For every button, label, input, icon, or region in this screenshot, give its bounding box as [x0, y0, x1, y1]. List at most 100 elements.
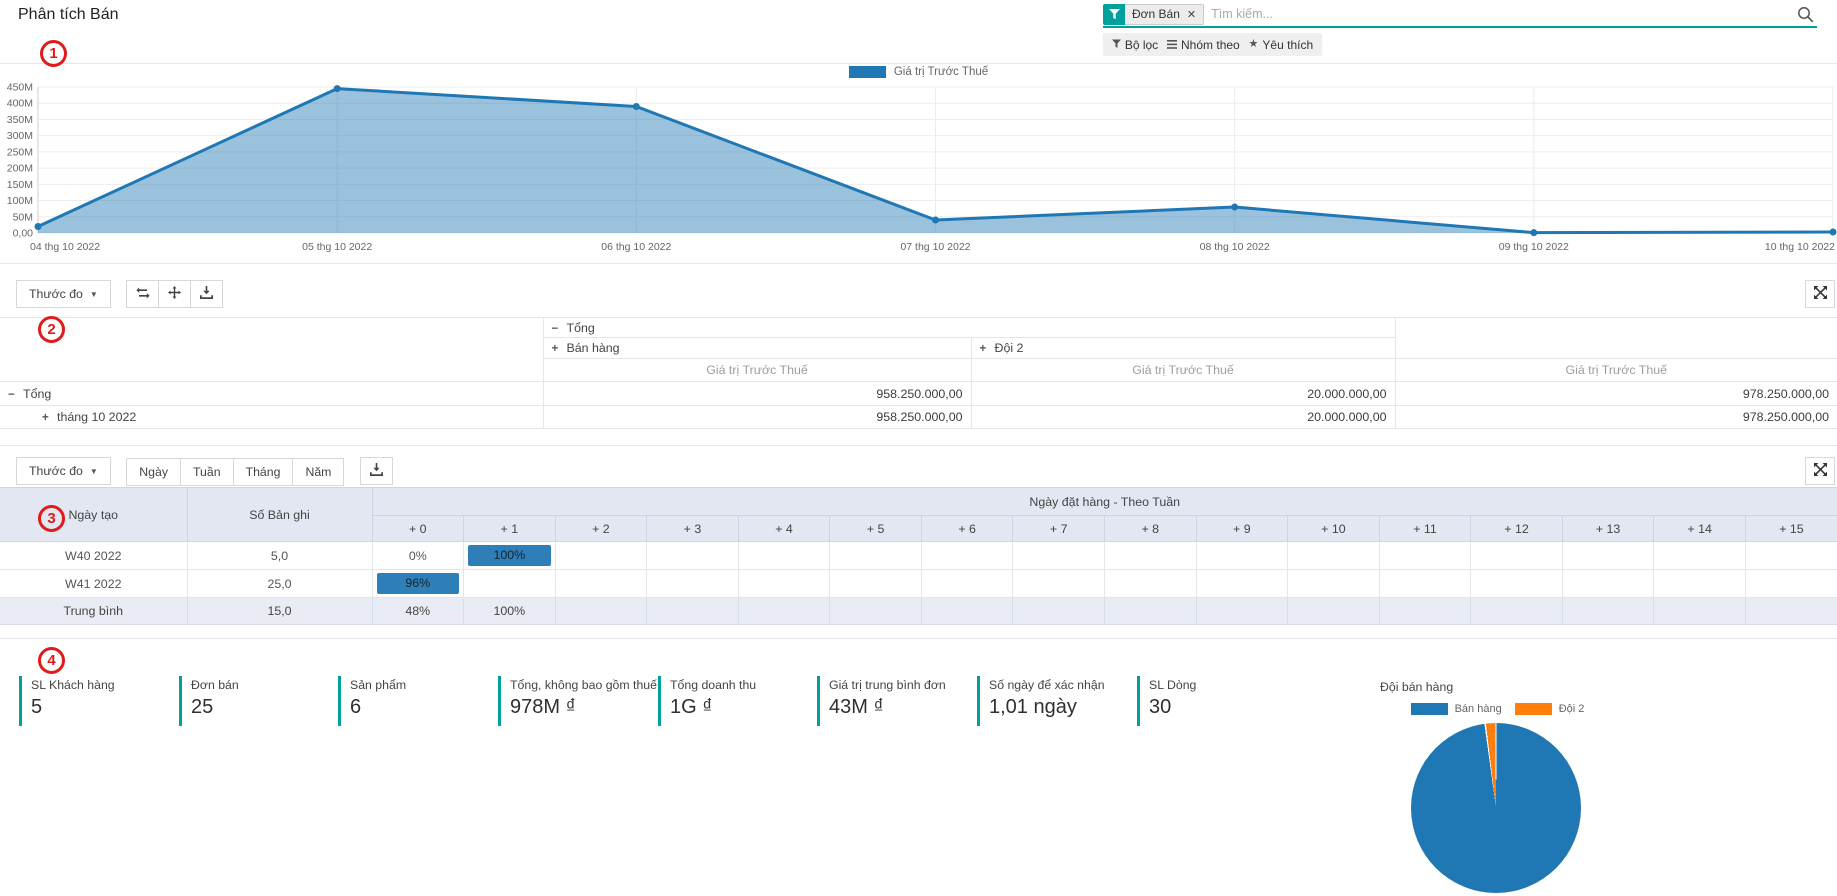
annotation-circle-3: 3	[38, 505, 65, 532]
pivot-flip-axes-button[interactable]	[126, 280, 160, 308]
kpi-tile[interactable]: Tổng, không bao gồm thuế 978M ₫	[498, 676, 657, 726]
cohort-offset-header: + 8	[1104, 515, 1197, 542]
pivot-download-button[interactable]	[190, 280, 224, 308]
cohort-row: W41 2022 25,0 96%	[0, 569, 1837, 598]
search-facet-label: Đơn Bán	[1132, 7, 1180, 21]
facet-remove-icon[interactable]: ✕	[1186, 8, 1197, 21]
cohort-record-count: 5,0	[186, 541, 373, 570]
search-icon[interactable]	[1797, 6, 1814, 23]
caret-down-icon: ▼	[89, 289, 98, 299]
kpi-value: 5	[31, 696, 43, 718]
pivot-value-cell: 958.250.000,00	[542, 405, 972, 429]
svg-text:300M: 300M	[7, 130, 33, 142]
cohort-table: Ngày tạo Số Bản ghi Ngày đặt hàng - Theo…	[0, 487, 1837, 625]
svg-text:0,00: 0,00	[13, 228, 34, 240]
pivot-measure-header[interactable]: Giá trị Trước Thuế	[1394, 358, 1837, 382]
cohort-range-week-button[interactable]: Tuần	[179, 458, 234, 486]
kpi-tile[interactable]: Số ngày để xác nhận 1,01 ngày	[977, 676, 1127, 726]
pivot-col-header-label: Bán hàng	[566, 341, 620, 355]
kpi-label: Giá trị trung bình đơn	[829, 678, 946, 692]
kpi-tile[interactable]: Đơn bán 25	[179, 676, 329, 726]
pivot-corner-cell	[0, 317, 544, 382]
search-facet[interactable]: Đơn Bán ✕	[1103, 3, 1205, 25]
kpi-value: 6	[350, 696, 362, 718]
cohort-cell	[1744, 597, 1837, 625]
pivot-fullscreen-button[interactable]	[1805, 280, 1835, 308]
cohort-range-year-button[interactable]: Năm	[292, 458, 345, 486]
search-input[interactable]	[1204, 7, 1797, 21]
cohort-range-group: Ngày Tuần Tháng Năm	[126, 458, 345, 486]
kpi-tile[interactable]: Giá trị trung bình đơn 43M ₫	[817, 676, 967, 726]
cohort-icon-group	[359, 457, 393, 485]
section-divider	[0, 638, 1837, 639]
cohort-cell	[646, 597, 739, 625]
expand-icon: +	[42, 412, 49, 424]
svg-text:06 thg 10 2022: 06 thg 10 2022	[601, 241, 671, 253]
cohort-cell	[646, 569, 739, 598]
cohort-cell: 100%	[463, 597, 556, 625]
chart-legend[interactable]: Giá trị Trước Thuế	[0, 66, 1837, 78]
search-controls: Bộ lọc Nhóm theo ★ Yêu thích	[1103, 33, 1322, 56]
cohort-cell	[646, 541, 739, 570]
kpi-tile[interactable]: Sản phẩm 6	[338, 676, 488, 726]
svg-text:10 thg 10 2022: 10 thg 10 2022	[1765, 241, 1835, 253]
annotation-circle-1: 1	[40, 40, 67, 67]
cohort-offset-header: + 15	[1744, 515, 1837, 542]
kpi-tile[interactable]: Tổng doanh thu 1G ₫	[658, 676, 808, 726]
cohort-range-month-button[interactable]: Tháng	[232, 458, 294, 486]
expand-icon: +	[551, 343, 559, 355]
cohort-offset-header: + 5	[829, 515, 922, 542]
pivot-measures-button[interactable]: Thước đo ▼	[16, 280, 111, 308]
download-icon	[200, 286, 214, 302]
cohort-cell: 96%	[371, 569, 465, 598]
favorites-button[interactable]: ★ Yêu thích	[1249, 38, 1314, 52]
svg-text:05 thg 10 2022: 05 thg 10 2022	[302, 241, 372, 253]
cohort-offset-header: + 13	[1561, 515, 1655, 542]
kpi-label: SL Khách hàng	[31, 678, 115, 692]
kpi-value: 1G ₫	[670, 696, 713, 718]
section-divider	[0, 263, 1837, 264]
kpi-tile[interactable]: SL Khách hàng 5	[19, 676, 169, 726]
pivot-row-label: tháng 10 2022	[57, 410, 137, 424]
cohort-download-button[interactable]	[359, 457, 393, 485]
pivot-row-header-total[interactable]: − Tổng	[0, 381, 544, 406]
star-icon: ★	[1248, 38, 1259, 50]
cohort-offset-header: + 7	[1012, 515, 1105, 542]
cohort-offset-header: + 6	[920, 515, 1014, 542]
cohort-cell	[737, 569, 831, 598]
cohort-cell	[920, 597, 1014, 625]
cohort-offset-header: + 10	[1287, 515, 1380, 542]
cohort-offset-header: + 9	[1195, 515, 1289, 542]
pivot-col-header-grand-total	[1394, 317, 1837, 359]
cohort-cell	[1195, 541, 1289, 570]
pivot-measure-header[interactable]: Giá trị Trước Thuế	[543, 358, 972, 382]
group-by-button[interactable]: Nhóm theo	[1167, 38, 1240, 52]
cohort-cell	[1012, 541, 1105, 570]
cohort-range-day-button[interactable]: Ngày	[126, 458, 181, 486]
cohort-cell	[1287, 597, 1380, 625]
pivot-row-header-month[interactable]: + tháng 10 2022	[0, 405, 544, 429]
pivot-col-header-total[interactable]: − Tổng	[542, 317, 1396, 338]
cohort-fullscreen-button[interactable]	[1805, 457, 1835, 485]
cohort-cell	[1561, 597, 1655, 625]
cohort-highlight-cell: 96%	[376, 573, 460, 594]
pivot-col-header-label: Đội 2	[994, 341, 1024, 355]
section-divider	[0, 445, 1837, 446]
legend-label: Bán hàng	[1454, 703, 1502, 715]
kpi-label: Đơn bán	[191, 678, 239, 692]
pivot-expand-all-button[interactable]	[158, 280, 192, 308]
cohort-group-header: Ngày đặt hàng - Theo Tuần	[371, 487, 1837, 516]
pivot-col-header-team2[interactable]: + Đội 2	[970, 337, 1395, 359]
pivot-measure-header[interactable]: Giá trị Trước Thuế	[970, 358, 1396, 382]
filters-button[interactable]: Bộ lọc	[1111, 38, 1158, 52]
kpi-label: Tổng doanh thu	[670, 678, 757, 692]
cohort-measures-button[interactable]: Thước đo ▼	[16, 457, 111, 485]
pivot-col-header-sales-team[interactable]: + Bán hàng	[543, 337, 972, 359]
kpi-tile[interactable]: SL Dòng 30	[1137, 676, 1287, 726]
pie-legend-item[interactable]: Bán hàng	[1410, 703, 1502, 715]
pie-legend-item[interactable]: Đội 2	[1514, 703, 1584, 715]
cohort-cell	[554, 541, 648, 570]
kpi-label: SL Dòng	[1149, 678, 1197, 692]
svg-text:400M: 400M	[7, 98, 33, 110]
cohort-offset-header: + 11	[1378, 515, 1472, 542]
